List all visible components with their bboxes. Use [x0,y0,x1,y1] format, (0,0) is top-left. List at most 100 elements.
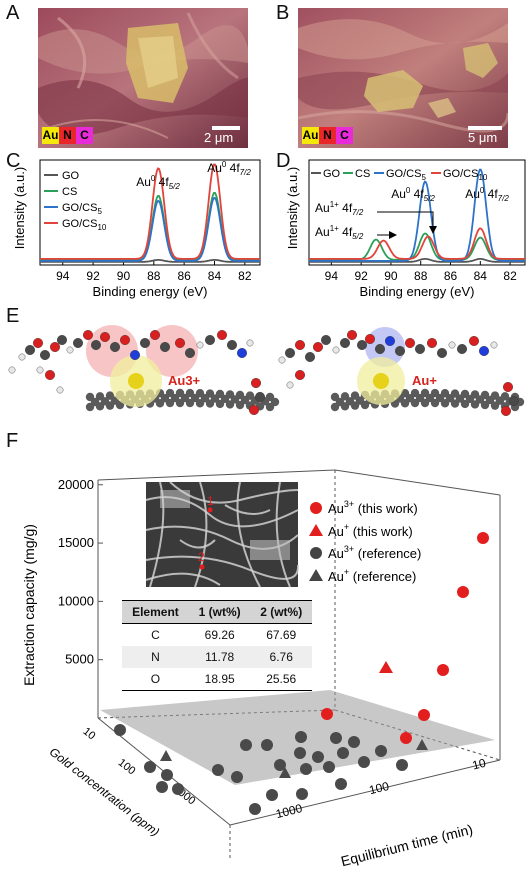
molecular-model-e: Au3+ Au+ [8,325,525,416]
xlabel-c: Binding energy (eV) [93,284,208,299]
graphene-sheet-right [330,388,525,412]
xtick-label: 88 [147,269,161,283]
xps-chart-d: Intensity (a.u.) 94 92 90 88 86 84 82 Binding … [285,159,526,299]
series-curve-gocs5 [309,168,525,262]
carbon-atom [85,402,95,412]
marker-au3-reference [114,724,126,736]
table-header: 2 (wt%) [260,605,303,619]
ylabel-d: Intensity (a.u.) [285,167,300,249]
annotation-au0-72-d: Au0 4f7/2 [465,186,509,203]
xtick-label: 86 [177,269,191,283]
atom [332,346,340,354]
xticks-f: 10 100 1000 [274,756,487,822]
atom [8,366,16,374]
ztick-label: 20000 [58,477,94,492]
legend-n-b: N [319,127,336,144]
carbon-atom [225,400,235,409]
xtick-label: 92 [86,269,100,283]
table-cell: 6.76 [269,650,293,664]
carbon-atom [330,402,340,412]
au1-atom [373,373,389,389]
annotation-au0-72-c: Au0 4f7/2 [207,160,251,177]
atom [174,338,185,349]
atom [457,344,468,355]
atom [427,338,438,349]
carbon-atom [265,402,275,412]
atom [248,404,259,415]
panel-label-c: C [6,150,21,172]
atom [66,346,74,354]
atom [56,386,64,394]
atom [216,329,227,341]
atom [365,334,376,345]
xtick-label: 82 [503,269,517,283]
xtick-label: 94 [325,269,339,283]
atom [119,335,130,346]
inset-point-1-label: 1 [207,494,214,508]
atom [503,381,514,392]
carbon-atom [430,398,440,408]
legend-n-a: N [59,127,76,144]
atom [250,378,261,389]
atom [204,335,215,346]
element-legend-a: Au N C [42,127,93,144]
table-cell: N [151,650,160,664]
marker-au3-this-work [457,586,469,598]
xtick-label: 100 [368,779,391,798]
table-cell: C [151,628,160,642]
carbon-atom [440,399,450,408]
atom [196,341,204,349]
atom [129,350,140,361]
atom [139,338,150,349]
carbon-atom [155,399,165,408]
atom [285,348,296,359]
table-cell: 18.95 [204,672,235,686]
marker-au3-this-work [477,532,489,544]
atom [479,346,490,357]
series-curve-gocs10 [40,163,260,260]
xtick-label: 94 [56,269,70,283]
marker-au3-reference [358,756,370,768]
sem-sheet [250,540,290,560]
table-header: Element [132,605,179,619]
atom [36,366,44,374]
table-row: O 18.95 25.56 [122,668,312,691]
atom [236,348,247,359]
inset-point-2-label: 2 [198,550,205,564]
marker-au3-this-work [400,732,412,744]
atom [50,342,61,353]
element-table: Element 1 (wt%) 2 (wt%) C 69.26 67.69 N … [122,600,312,691]
carbon-atom [205,399,215,408]
au3-atom [128,373,144,389]
legend-text-au3-ref: Au3+ (reference) [328,544,421,561]
series-curve-cs [309,232,525,261]
carbon-atom [95,402,105,411]
table-header-row: Element 1 (wt%) 2 (wt%) [122,600,312,624]
sem-sheet [160,490,190,508]
marker-au3-reference [312,751,324,763]
atom [357,340,368,351]
ztick-label: 5000 [65,652,94,667]
inset-sem-image: 1 2 [145,481,300,588]
legend-f: Au3+ (this work) Au+ (this work) Au3+ (r… [309,499,421,584]
xtick-label: 86 [444,269,458,283]
table-header: 1 (wt%) [198,605,241,619]
chitosan-chain-right [278,329,520,416]
ztick-label: 15000 [58,535,94,550]
ylabel-f: Gold concentration (ppm) [47,745,162,839]
panel-label-d: D [276,150,291,172]
atom [57,335,68,346]
marker-au3-reference [266,789,278,801]
atom [405,338,416,349]
table-row: C 69.26 67.69 [122,623,312,646]
scale-text-b: 5 μm [468,130,498,145]
xtick-label: 10 [471,756,488,773]
legend-c: GO CS GO/CS5 GO/CS10 [44,170,107,232]
marker-au3-reference [323,761,335,773]
series-curve-go [309,258,525,263]
xticks-d: 94 92 90 88 86 84 82 [325,261,517,283]
plot-frame-c [39,159,261,266]
legend-text-go-c: GO [62,170,80,182]
sem-texture-a [38,8,248,148]
atom [305,352,316,363]
